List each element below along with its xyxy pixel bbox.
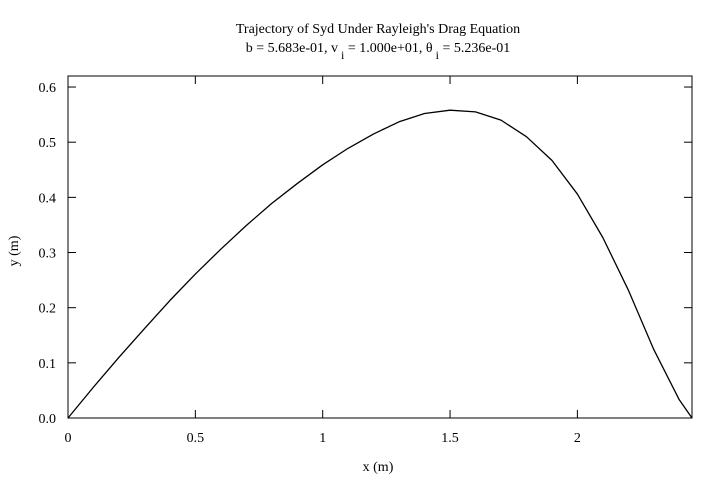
y-axis-label: y (m) (7, 235, 22, 266)
x-tick-label: 0 (65, 431, 72, 446)
x-tick-label: 0.5 (187, 431, 205, 446)
y-tick-label: 0.1 (39, 357, 57, 372)
plot-frame (67, 75, 693, 419)
y-tick-label: 0.2 (39, 302, 57, 317)
y-tick-label: 0.0 (39, 412, 57, 427)
y-tick-label: 0.3 (39, 247, 57, 262)
x-tick-label: 1.5 (441, 431, 459, 446)
x-tick-label: 1 (319, 431, 326, 446)
y-tick-label: 0.6 (39, 81, 57, 96)
plot-area: 0 0.5 1 1.5 2 0.0 0.1 0.2 0.3 0.4 0.5 0.6 (39, 75, 693, 446)
y-tick-label: 0.4 (39, 191, 57, 206)
x-axis-label: x (m) (363, 460, 394, 475)
x-tick-label: 2 (574, 431, 581, 446)
trajectory-line (67, 109, 693, 419)
chart-title: Trajectory of Syd Under Rayleigh's Drag … (236, 22, 520, 37)
y-tick-label: 0.5 (39, 136, 57, 151)
